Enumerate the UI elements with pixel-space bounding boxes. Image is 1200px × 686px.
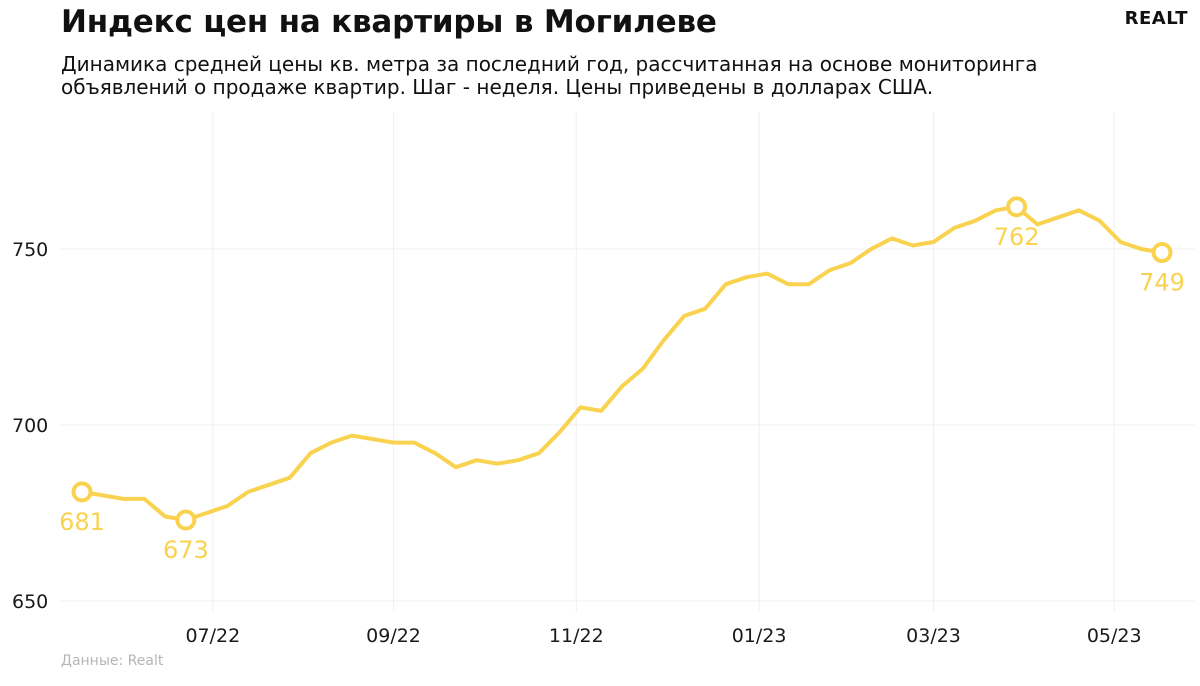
- data-point: [1139, 247, 1143, 251]
- data-point: [225, 504, 229, 508]
- data-label: 673: [163, 536, 209, 564]
- highlight-marker: [175, 509, 197, 531]
- highlight-marker: [1151, 242, 1173, 264]
- grid-layer: [60, 112, 1195, 612]
- x-tick-label: 09/22: [366, 625, 421, 647]
- chart-subtitle: Динамика средней цены кв. метра за после…: [61, 52, 1038, 99]
- data-point: [724, 282, 728, 286]
- marker-layer: 681 673 762 749: [59, 196, 1185, 564]
- data-point: [1077, 208, 1081, 212]
- data-label: 681: [59, 508, 105, 536]
- data-point: [122, 497, 126, 501]
- x-tick-label: 01/23: [732, 625, 787, 647]
- data-label: 762: [994, 223, 1040, 251]
- data-source: Данные: Realt: [61, 653, 164, 669]
- data-point: [765, 272, 769, 276]
- data-point: [682, 314, 686, 318]
- data-point: [620, 384, 624, 388]
- data-point: [412, 441, 416, 445]
- data-point: [952, 226, 956, 230]
- realt-logo: REALT: [1124, 8, 1188, 29]
- data-point: [1119, 240, 1123, 244]
- data-point: [745, 275, 749, 279]
- data-point: [163, 515, 167, 519]
- data-point: [1056, 215, 1060, 219]
- data-point: [890, 236, 894, 240]
- data-point: [807, 282, 811, 286]
- data-point: [786, 282, 790, 286]
- price-series-line: [80, 204, 1164, 522]
- data-point: [288, 476, 292, 480]
- data-point: [932, 240, 936, 244]
- data-point: [392, 441, 396, 445]
- data-point: [516, 458, 520, 462]
- highlight-marker: [71, 481, 93, 503]
- data-point: [495, 462, 499, 466]
- data-point: [703, 307, 707, 311]
- y-tick-label: 700: [12, 415, 48, 437]
- data-point: [246, 490, 250, 494]
- series-layer: [80, 204, 1164, 522]
- data-point: [329, 441, 333, 445]
- data-point: [973, 219, 977, 223]
- data-label: 749: [1139, 269, 1185, 297]
- data-point: [558, 430, 562, 434]
- data-point: [641, 367, 645, 371]
- data-point: [371, 437, 375, 441]
- data-point: [662, 339, 666, 343]
- data-point: [869, 247, 873, 251]
- data-point: [849, 261, 853, 265]
- tick-layer: 650 700 750 07/22 09/22 11/22 01/23 03/23 05/23: [12, 239, 1142, 647]
- data-point: [475, 458, 479, 462]
- data-point: [1098, 219, 1102, 223]
- data-point: [537, 451, 541, 455]
- data-point: [433, 451, 437, 455]
- y-tick-label: 650: [12, 591, 48, 613]
- data-point: [309, 451, 313, 455]
- data-point: [267, 483, 271, 487]
- y-tick-label: 750: [12, 239, 48, 261]
- data-point: [599, 409, 603, 413]
- data-point: [350, 434, 354, 438]
- data-point: [454, 465, 458, 469]
- data-point: [994, 208, 998, 212]
- x-tick-label: 11/22: [549, 625, 604, 647]
- highlight-marker: [1006, 196, 1028, 218]
- data-point: [142, 497, 146, 501]
- x-tick-label: 07/22: [185, 625, 240, 647]
- data-point: [205, 511, 209, 515]
- x-tick-label: 05/23: [1087, 625, 1142, 647]
- chart-title: Индекс цен на квартиры в Могилеве: [61, 4, 717, 40]
- data-point: [579, 405, 583, 409]
- data-point: [828, 268, 832, 272]
- data-point: [911, 244, 915, 248]
- x-tick-label: 03/23: [906, 625, 961, 647]
- data-point: [101, 493, 105, 497]
